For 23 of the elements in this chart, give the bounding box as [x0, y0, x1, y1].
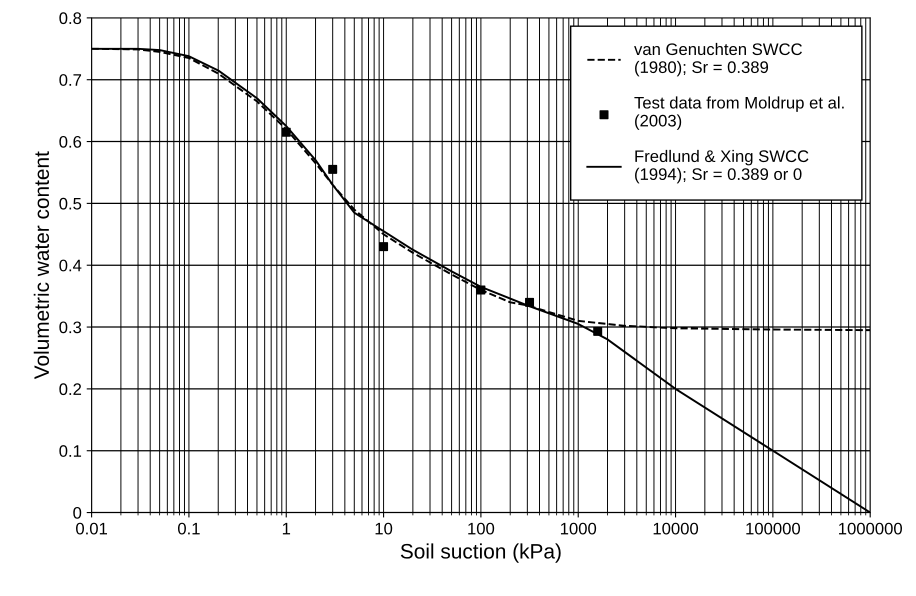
y-axis-title: Volumetric water content	[34, 151, 50, 380]
y-tick-label: 0.6	[59, 136, 82, 148]
y-tick-label: 0.1	[59, 445, 82, 457]
y-tick-label: 0	[73, 506, 82, 519]
x-tick-label: 100000	[746, 522, 800, 535]
x-tick-label: 10	[376, 522, 392, 535]
x-tick-label: 0.1	[178, 522, 200, 535]
x-axis-title: Soil suction (kPa)	[400, 543, 561, 563]
y-tick-label: 0.8	[59, 12, 82, 24]
x-tick-label: 1000	[560, 522, 596, 535]
y-tick-label: 0.2	[59, 383, 82, 396]
legend-label: van Genuchten SWCC (1980); Sr = 0.389	[634, 42, 802, 76]
x-tick-label: 1	[282, 522, 290, 534]
x-tick-label: 10000	[654, 522, 698, 535]
y-tick-label: 0.5	[59, 198, 82, 210]
y-tick-label: 0.4	[59, 260, 82, 272]
legend-label: Test data from Moldrup et al. (2003)	[634, 96, 844, 130]
legend-label: Fredlund & Xing SWCC (1994); Sr = 0.389 or 0	[635, 150, 808, 184]
y-tick-label: 0.7	[59, 74, 82, 86]
x-tick-label: 100	[468, 522, 494, 535]
x-tick-label: 1000000	[839, 522, 902, 535]
y-tick-label: 0.3	[59, 321, 82, 334]
x-tick-label: 0.01	[76, 522, 108, 535]
